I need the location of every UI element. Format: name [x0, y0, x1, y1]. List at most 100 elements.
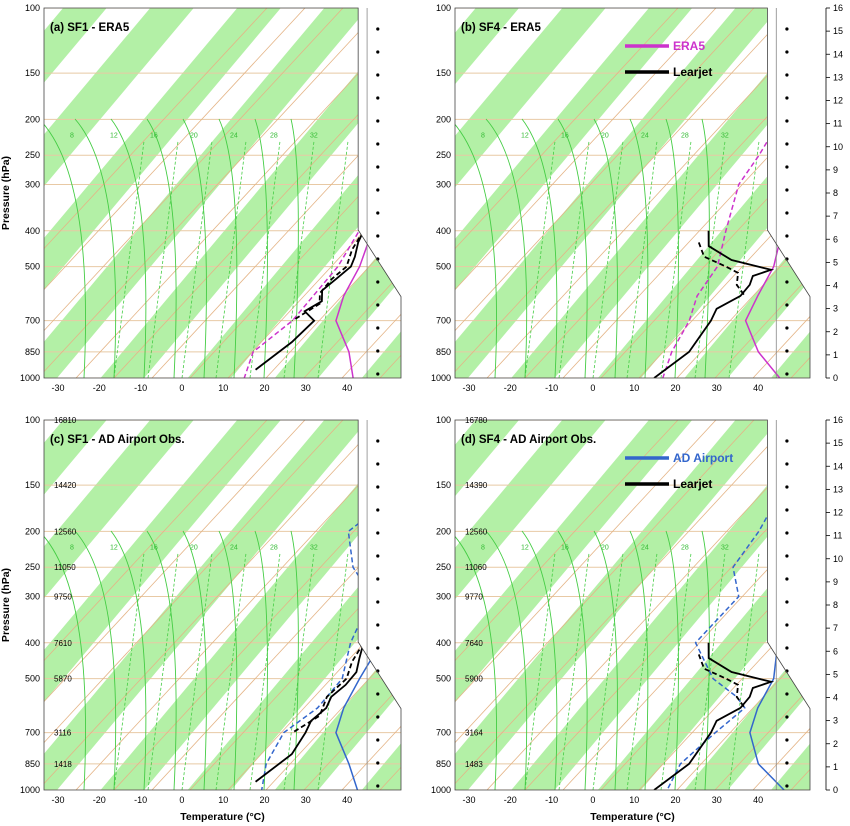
isotherm-band	[44, 420, 368, 790]
temperature-tick-label: -30	[51, 795, 64, 805]
dry-adiabat	[676, 8, 810, 378]
wind-marker	[785, 784, 789, 788]
moist-adiabat	[665, 118, 679, 378]
airport-dewpoint-line	[666, 420, 810, 790]
wind-marker	[785, 188, 789, 192]
temperature-tick-label: 10	[218, 383, 228, 393]
dry-adiabat	[113, 420, 401, 790]
dry-adiabat	[455, 8, 754, 378]
temperature-tick-label: 10	[629, 795, 639, 805]
panel-title: (d) SF4 - AD Airport Obs.	[461, 434, 596, 446]
height-tick-label: 10	[833, 142, 843, 152]
wind-marker	[376, 462, 380, 466]
panel-frame	[43, 419, 402, 791]
mixing-ratio-label: 32	[721, 545, 729, 552]
mixing-ratio-label: 24	[641, 133, 649, 140]
isotherm-band	[44, 420, 194, 790]
wind-marker	[785, 692, 789, 696]
temperature-tick-label: 10	[629, 383, 639, 393]
mixing-ratio-label: 20	[601, 133, 609, 140]
mixing-ratio-label: 32	[310, 545, 318, 552]
temperature-tick-label: 20	[670, 383, 680, 393]
height-tick-label: 0	[833, 785, 838, 795]
mixing-ratio-label: 16	[150, 133, 158, 140]
mixing-ratio-label: 24	[641, 545, 649, 552]
wind-marker	[376, 646, 380, 650]
pressure-tick-label: 700	[25, 316, 40, 326]
station-height-label: 9770	[465, 593, 483, 602]
pressure-tick-label: 400	[25, 638, 40, 648]
panel-title: (a) SF1 - ERA5	[50, 22, 130, 34]
panel-frame	[43, 7, 402, 379]
wind-marker	[785, 211, 789, 215]
height-tick-label: 15	[833, 438, 843, 448]
dry-adiabat	[676, 420, 810, 790]
pressure-tick-label: 850	[25, 347, 40, 357]
dry-adiabat	[44, 8, 381, 378]
mixing-ratio-label: 12	[521, 133, 529, 140]
height-tick-label: 5	[833, 669, 838, 679]
temperature-tick-label: 0	[590, 795, 595, 805]
pressure-tick-label: 400	[436, 226, 451, 236]
mixing-ratio-label: 28	[681, 545, 689, 552]
height-tick-label: 1	[833, 762, 838, 772]
pressure-tick-label: 300	[436, 592, 451, 602]
station-height-label: 14420	[54, 481, 77, 490]
mixing-ratio-label: 24	[230, 545, 238, 552]
pressure-tick-label: 100	[25, 3, 40, 13]
dry-adiabat	[638, 420, 810, 790]
wind-marker	[376, 165, 380, 169]
dry-adiabat	[151, 420, 401, 790]
dry-adiabat	[455, 420, 792, 790]
pressure-tick-label: 100	[436, 415, 451, 425]
mixing-ratio-label: 16	[561, 545, 569, 552]
temperature-tick-label: 0	[179, 383, 184, 393]
height-tick-label: 2	[833, 739, 838, 749]
mixing-ratio-label: 28	[681, 133, 689, 140]
station-height-label: 11060	[465, 563, 487, 572]
wind-marker	[785, 234, 789, 238]
dry-adiabat	[227, 420, 401, 790]
temperature-tick-label: 10	[218, 795, 228, 805]
mixing-ratio-label: 24	[230, 133, 238, 140]
height-tick-label: 8	[833, 188, 838, 198]
height-tick-label: 2	[833, 327, 838, 337]
wind-marker	[376, 554, 380, 558]
pressure-tick-label: 500	[25, 262, 40, 272]
pressure-tick-label: 700	[436, 316, 451, 326]
wind-marker	[376, 119, 380, 123]
dry-adiabat	[44, 420, 305, 790]
moist-adiabat	[629, 118, 649, 378]
wind-marker	[785, 119, 789, 123]
wind-marker	[376, 600, 380, 604]
temperature-tick-label: 40	[342, 383, 352, 393]
isotherm-band	[771, 420, 810, 790]
moist-adiabat	[665, 530, 679, 790]
panel-frame	[454, 7, 811, 379]
mixing-ratio-label: 12	[110, 545, 118, 552]
pressure-tick-label: 400	[436, 638, 451, 648]
isotherm-band	[274, 420, 401, 790]
wind-marker	[785, 349, 789, 353]
isotherm-band	[44, 420, 281, 790]
dry-adiabat	[265, 8, 401, 378]
wind-marker	[376, 623, 380, 627]
wind-marker	[376, 715, 380, 719]
wind-marker	[376, 142, 380, 146]
height-tick-label: 9	[833, 165, 838, 175]
wind-marker	[785, 27, 789, 31]
wind-marker	[376, 738, 380, 742]
mixing-ratio-label: 8	[70, 133, 74, 140]
temperature-tick-label: -10	[545, 383, 558, 393]
station-height-label: 16810	[54, 416, 77, 425]
learjet-temperature-line	[255, 642, 365, 783]
dry-adiabat	[455, 420, 810, 790]
wind-marker	[376, 303, 380, 307]
isotherm-band	[684, 8, 810, 378]
moist-adiabat	[593, 530, 618, 790]
wind-marker	[376, 211, 380, 215]
pressure-tick-label: 300	[436, 180, 451, 190]
pressure-tick-label: 200	[25, 114, 40, 124]
wind-marker	[785, 280, 789, 284]
pressure-tick-label: 1000	[20, 373, 40, 383]
